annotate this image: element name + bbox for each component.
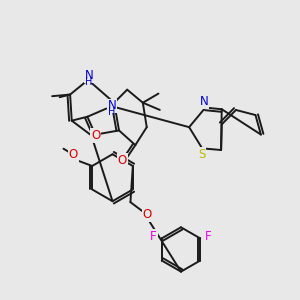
Text: N: N bbox=[108, 100, 116, 112]
Text: O: O bbox=[69, 148, 78, 161]
Text: S: S bbox=[198, 148, 205, 161]
Text: F: F bbox=[205, 230, 211, 243]
Text: O: O bbox=[143, 208, 152, 221]
Text: O: O bbox=[91, 129, 100, 142]
Text: N: N bbox=[85, 70, 93, 83]
Text: O: O bbox=[118, 154, 127, 167]
Text: H: H bbox=[85, 76, 93, 86]
Text: F: F bbox=[150, 230, 157, 243]
Text: H: H bbox=[109, 107, 116, 117]
Text: N: N bbox=[200, 95, 208, 108]
